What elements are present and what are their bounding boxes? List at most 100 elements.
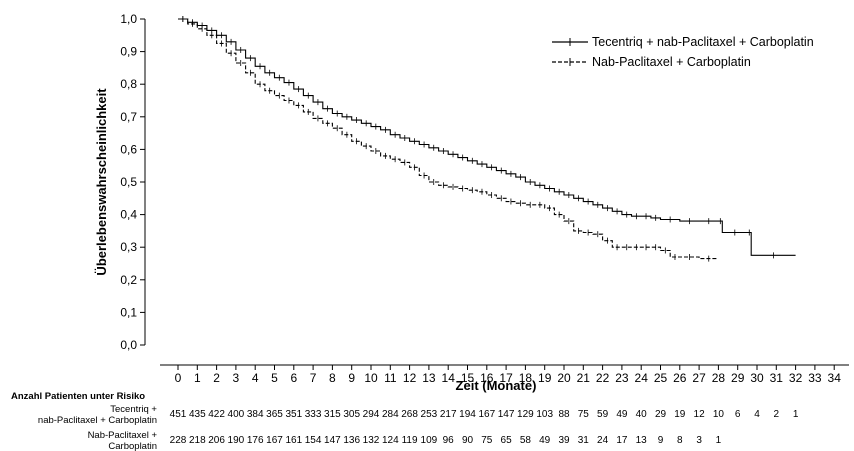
risk-value: 228	[170, 435, 187, 446]
risk-value: 10	[713, 409, 725, 420]
x-tick-label: 34	[828, 371, 842, 385]
y-tick-label: 0,0	[120, 338, 137, 352]
x-tick-label: 13	[422, 371, 436, 385]
x-tick-label: 33	[808, 371, 822, 385]
risk-value: 31	[578, 435, 590, 446]
x-tick-label: 17	[499, 371, 513, 385]
risk-value: 75	[481, 435, 493, 446]
x-tick-label: 9	[348, 371, 355, 385]
y-tick-label: 1,0	[120, 12, 137, 26]
risk-value: 217	[440, 409, 457, 420]
risk-value: 351	[285, 409, 302, 420]
legend-label-control: Nab-Paclitaxel + Carboplatin	[592, 55, 751, 69]
risk-value: 90	[462, 435, 474, 446]
risk-value: 1	[716, 435, 722, 446]
x-tick-label: 6	[290, 371, 297, 385]
risk-value: 253	[421, 409, 438, 420]
risk-value: 129	[517, 409, 534, 420]
y-tick-label: 0,6	[120, 142, 137, 156]
risk-value: 12	[694, 409, 706, 420]
risk-value: 161	[285, 435, 302, 446]
risk-value: 284	[382, 409, 399, 420]
risk-value: 9	[658, 435, 664, 446]
x-tick-label: 15	[461, 371, 475, 385]
risk-value: 6	[735, 409, 741, 420]
risk-value: 167	[478, 409, 495, 420]
y-tick-label: 0,2	[120, 273, 137, 287]
risk-value: 75	[578, 409, 590, 420]
x-tick-label: 12	[403, 371, 417, 385]
risk-value: 65	[501, 435, 513, 446]
risk-value: 109	[421, 435, 438, 446]
x-ticks: 0 1 2 3 4 5 6 7 8 9 10 11 12 13 14 15 16 17 18 19 20 21 22 23 24…	[175, 365, 842, 385]
risk-value: 167	[266, 435, 283, 446]
risk-value: 29	[655, 409, 667, 420]
x-axis-title: Zeit (Monate)	[456, 378, 537, 393]
y-tick-label: 0,4	[120, 208, 137, 222]
x-tick-label: 2	[213, 371, 220, 385]
risk-value: 40	[636, 409, 648, 420]
risk-value: 305	[343, 409, 360, 420]
risk-value: 2	[774, 409, 780, 420]
y-axis-title: Überlebenswahrscheinlichkeit	[94, 88, 109, 276]
risk-value: 49	[616, 409, 628, 420]
risk-value: 103	[536, 409, 553, 420]
risk-value: 1	[793, 409, 799, 420]
risk-value: 206	[208, 435, 225, 446]
risk-value: 8	[677, 435, 683, 446]
y-tick-label: 0,5	[120, 175, 137, 189]
x-tick-label: 10	[364, 371, 378, 385]
risk-row2-label-line1: Nab-Paclitaxel +	[88, 430, 158, 441]
x-tick-label: 29	[731, 371, 745, 385]
legend-label-tecentriq: Tecentriq + nab-Paclitaxel + Carboplatin	[592, 35, 814, 49]
risk-value: 88	[558, 409, 570, 420]
risk-value: 194	[459, 409, 476, 420]
y-tick-label: 0,3	[120, 240, 137, 254]
risk-value: 451	[170, 409, 187, 420]
x-tick-label: 7	[310, 371, 317, 385]
risk-row1-label-line2: nab-Paclitaxel + Carboplatin	[38, 415, 157, 426]
y-tick-label: 0,7	[120, 110, 137, 124]
x-tick-label: 21	[577, 371, 591, 385]
x-tick-label: 28	[712, 371, 726, 385]
risk-value: 17	[616, 435, 628, 446]
risk-value: 4	[754, 409, 760, 420]
y-tick-label: 0,9	[120, 45, 137, 59]
y-tick-label: 0,8	[120, 77, 137, 91]
x-tick-label: 24	[635, 371, 649, 385]
risk-value: 315	[324, 409, 341, 420]
risk-value: 268	[401, 409, 418, 420]
series-layer	[178, 16, 796, 262]
y-tick-label: 0,1	[120, 305, 137, 319]
risk-value: 3	[696, 435, 702, 446]
risk-value: 13	[636, 435, 648, 446]
x-tick-label: 22	[596, 371, 610, 385]
x-tick-label: 27	[692, 371, 706, 385]
risk-value: 59	[597, 409, 609, 420]
x-tick-label: 0	[175, 371, 182, 385]
risk-values: 451 435 422 400 384 365 351 333 315 305 294 284 268 2…	[170, 409, 799, 446]
risk-value: 154	[305, 435, 322, 446]
risk-table-title: Anzahl Patienten unter Risiko	[11, 391, 145, 402]
risk-value: 294	[363, 409, 380, 420]
risk-value: 124	[382, 435, 399, 446]
risk-value: 49	[539, 435, 551, 446]
x-tick-label: 3	[233, 371, 240, 385]
risk-value: 218	[189, 435, 206, 446]
x-tick-label: 26	[673, 371, 687, 385]
risk-value: 365	[266, 409, 283, 420]
y-ticks: 0,0 0,1 0,2 0,3 0,4 0,5 0,6 0,7 0,8 0,9 1,0	[120, 12, 145, 352]
x-tick-label: 14	[442, 371, 456, 385]
risk-value: 58	[520, 435, 532, 446]
x-tick-label: 1	[194, 371, 201, 385]
x-tick-label: 18	[519, 371, 533, 385]
x-tick-label: 19	[538, 371, 552, 385]
x-tick-label: 31	[770, 371, 784, 385]
risk-value: 400	[228, 409, 245, 420]
x-tick-label: 20	[557, 371, 571, 385]
risk-value: 136	[343, 435, 360, 446]
x-tick-label: 4	[252, 371, 259, 385]
risk-value: 384	[247, 409, 264, 420]
risk-value: 147	[324, 435, 341, 446]
